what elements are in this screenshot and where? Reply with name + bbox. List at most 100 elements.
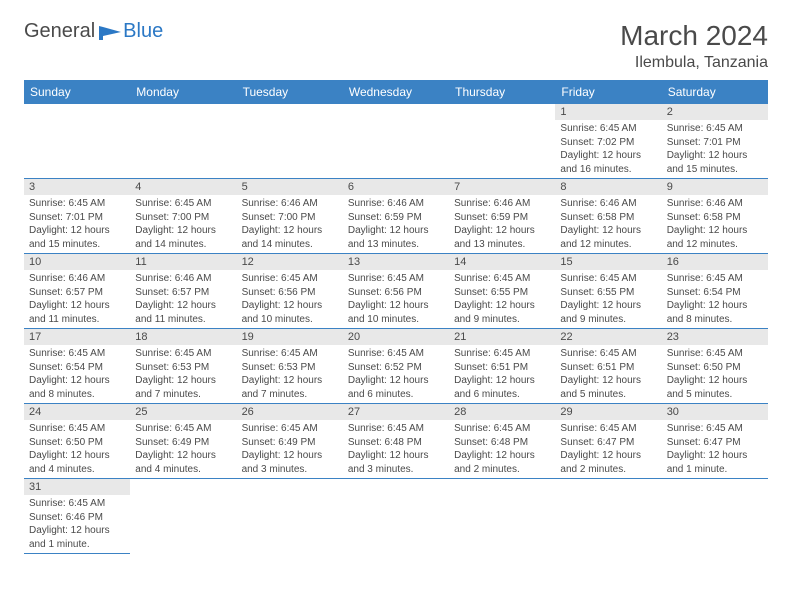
day-cell: 24Sunrise: 6:45 AMSunset: 6:50 PMDayligh… — [24, 404, 130, 479]
day-cell: 4Sunrise: 6:45 AMSunset: 7:00 PMDaylight… — [130, 179, 236, 254]
logo: General Blue — [24, 20, 163, 43]
day-number: 13 — [343, 254, 449, 270]
location-label: Ilembula, Tanzania — [620, 54, 768, 72]
day-info: Sunrise: 6:45 AMSunset: 6:46 PMDaylight:… — [24, 495, 130, 553]
day-info: Sunrise: 6:45 AMSunset: 6:49 PMDaylight:… — [130, 420, 236, 478]
day-cell: 25Sunrise: 6:45 AMSunset: 6:49 PMDayligh… — [130, 404, 236, 479]
day-cell: 0 — [662, 479, 768, 554]
day-number: 19 — [237, 329, 343, 345]
day-cell: 0 — [555, 479, 661, 554]
flag-icon — [99, 26, 121, 40]
col-tuesday: Tuesday — [237, 80, 343, 104]
day-cell: 30Sunrise: 6:45 AMSunset: 6:47 PMDayligh… — [662, 404, 768, 479]
page-header: General Blue March 2024 Ilembula, Tanzan… — [24, 20, 768, 72]
day-cell: 5Sunrise: 6:46 AMSunset: 7:00 PMDaylight… — [237, 179, 343, 254]
day-info: Sunrise: 6:45 AMSunset: 6:47 PMDaylight:… — [662, 420, 768, 478]
day-number: 17 — [24, 329, 130, 345]
day-info: Sunrise: 6:46 AMSunset: 6:57 PMDaylight:… — [130, 270, 236, 328]
day-number: 15 — [555, 254, 661, 270]
day-info: Sunrise: 6:45 AMSunset: 6:56 PMDaylight:… — [237, 270, 343, 328]
week-row: 3Sunrise: 6:45 AMSunset: 7:01 PMDaylight… — [24, 179, 768, 254]
day-cell: 0 — [130, 104, 236, 179]
day-cell: 18Sunrise: 6:45 AMSunset: 6:53 PMDayligh… — [130, 329, 236, 404]
day-cell: 16Sunrise: 6:45 AMSunset: 6:54 PMDayligh… — [662, 254, 768, 329]
day-cell: 6Sunrise: 6:46 AMSunset: 6:59 PMDaylight… — [343, 179, 449, 254]
day-number: 7 — [449, 179, 555, 195]
day-info: Sunrise: 6:45 AMSunset: 6:50 PMDaylight:… — [24, 420, 130, 478]
day-cell: 7Sunrise: 6:46 AMSunset: 6:59 PMDaylight… — [449, 179, 555, 254]
day-cell: 19Sunrise: 6:45 AMSunset: 6:53 PMDayligh… — [237, 329, 343, 404]
day-info: Sunrise: 6:45 AMSunset: 7:00 PMDaylight:… — [130, 195, 236, 253]
day-number: 30 — [662, 404, 768, 420]
day-cell: 10Sunrise: 6:46 AMSunset: 6:57 PMDayligh… — [24, 254, 130, 329]
day-cell: 0 — [24, 104, 130, 179]
day-cell: 8Sunrise: 6:46 AMSunset: 6:58 PMDaylight… — [555, 179, 661, 254]
day-info: Sunrise: 6:46 AMSunset: 6:59 PMDaylight:… — [343, 195, 449, 253]
day-info: Sunrise: 6:45 AMSunset: 6:53 PMDaylight:… — [130, 345, 236, 403]
col-wednesday: Wednesday — [343, 80, 449, 104]
day-cell: 1Sunrise: 6:45 AMSunset: 7:02 PMDaylight… — [555, 104, 661, 179]
day-info: Sunrise: 6:45 AMSunset: 6:48 PMDaylight:… — [449, 420, 555, 478]
day-cell: 9Sunrise: 6:46 AMSunset: 6:58 PMDaylight… — [662, 179, 768, 254]
week-row: 17Sunrise: 6:45 AMSunset: 6:54 PMDayligh… — [24, 329, 768, 404]
day-cell: 22Sunrise: 6:45 AMSunset: 6:51 PMDayligh… — [555, 329, 661, 404]
day-cell: 11Sunrise: 6:46 AMSunset: 6:57 PMDayligh… — [130, 254, 236, 329]
day-cell: 28Sunrise: 6:45 AMSunset: 6:48 PMDayligh… — [449, 404, 555, 479]
day-number: 6 — [343, 179, 449, 195]
col-friday: Friday — [555, 80, 661, 104]
day-number: 8 — [555, 179, 661, 195]
day-cell: 12Sunrise: 6:45 AMSunset: 6:56 PMDayligh… — [237, 254, 343, 329]
day-cell: 21Sunrise: 6:45 AMSunset: 6:51 PMDayligh… — [449, 329, 555, 404]
day-number: 4 — [130, 179, 236, 195]
day-cell: 14Sunrise: 6:45 AMSunset: 6:55 PMDayligh… — [449, 254, 555, 329]
day-cell: 13Sunrise: 6:45 AMSunset: 6:56 PMDayligh… — [343, 254, 449, 329]
week-row: 000001Sunrise: 6:45 AMSunset: 7:02 PMDay… — [24, 104, 768, 179]
col-saturday: Saturday — [662, 80, 768, 104]
day-number: 26 — [237, 404, 343, 420]
month-title: March 2024 — [620, 20, 768, 52]
calendar-body: 000001Sunrise: 6:45 AMSunset: 7:02 PMDay… — [24, 104, 768, 554]
col-monday: Monday — [130, 80, 236, 104]
day-number: 31 — [24, 479, 130, 495]
day-number: 25 — [130, 404, 236, 420]
week-row: 24Sunrise: 6:45 AMSunset: 6:50 PMDayligh… — [24, 404, 768, 479]
day-info: Sunrise: 6:45 AMSunset: 7:01 PMDaylight:… — [24, 195, 130, 253]
day-number: 18 — [130, 329, 236, 345]
day-info: Sunrise: 6:46 AMSunset: 7:00 PMDaylight:… — [237, 195, 343, 253]
day-number: 14 — [449, 254, 555, 270]
day-number: 5 — [237, 179, 343, 195]
day-cell: 2Sunrise: 6:45 AMSunset: 7:01 PMDaylight… — [662, 104, 768, 179]
day-info: Sunrise: 6:45 AMSunset: 6:47 PMDaylight:… — [555, 420, 661, 478]
day-cell: 26Sunrise: 6:45 AMSunset: 6:49 PMDayligh… — [237, 404, 343, 479]
day-number: 2 — [662, 104, 768, 120]
day-number: 24 — [24, 404, 130, 420]
col-thursday: Thursday — [449, 80, 555, 104]
day-info: Sunrise: 6:46 AMSunset: 6:59 PMDaylight:… — [449, 195, 555, 253]
day-number: 3 — [24, 179, 130, 195]
day-number: 21 — [449, 329, 555, 345]
logo-text-general: General — [24, 20, 95, 43]
day-info: Sunrise: 6:46 AMSunset: 6:58 PMDaylight:… — [662, 195, 768, 253]
day-cell: 29Sunrise: 6:45 AMSunset: 6:47 PMDayligh… — [555, 404, 661, 479]
day-cell: 0 — [343, 104, 449, 179]
day-info: Sunrise: 6:45 AMSunset: 6:53 PMDaylight:… — [237, 345, 343, 403]
day-info: Sunrise: 6:45 AMSunset: 7:01 PMDaylight:… — [662, 120, 768, 178]
day-info: Sunrise: 6:45 AMSunset: 6:48 PMDaylight:… — [343, 420, 449, 478]
day-number: 9 — [662, 179, 768, 195]
day-info: Sunrise: 6:45 AMSunset: 6:51 PMDaylight:… — [449, 345, 555, 403]
day-cell: 17Sunrise: 6:45 AMSunset: 6:54 PMDayligh… — [24, 329, 130, 404]
weekday-header-row: Sunday Monday Tuesday Wednesday Thursday… — [24, 80, 768, 104]
day-cell: 0 — [449, 479, 555, 554]
day-number: 23 — [662, 329, 768, 345]
day-cell: 20Sunrise: 6:45 AMSunset: 6:52 PMDayligh… — [343, 329, 449, 404]
day-number: 29 — [555, 404, 661, 420]
day-cell: 0 — [130, 479, 236, 554]
day-number: 22 — [555, 329, 661, 345]
day-cell: 31Sunrise: 6:45 AMSunset: 6:46 PMDayligh… — [24, 479, 130, 554]
day-number: 1 — [555, 104, 661, 120]
day-info: Sunrise: 6:45 AMSunset: 6:54 PMDaylight:… — [24, 345, 130, 403]
day-cell: 27Sunrise: 6:45 AMSunset: 6:48 PMDayligh… — [343, 404, 449, 479]
day-cell: 3Sunrise: 6:45 AMSunset: 7:01 PMDaylight… — [24, 179, 130, 254]
day-info: Sunrise: 6:45 AMSunset: 6:50 PMDaylight:… — [662, 345, 768, 403]
day-cell: 0 — [343, 479, 449, 554]
